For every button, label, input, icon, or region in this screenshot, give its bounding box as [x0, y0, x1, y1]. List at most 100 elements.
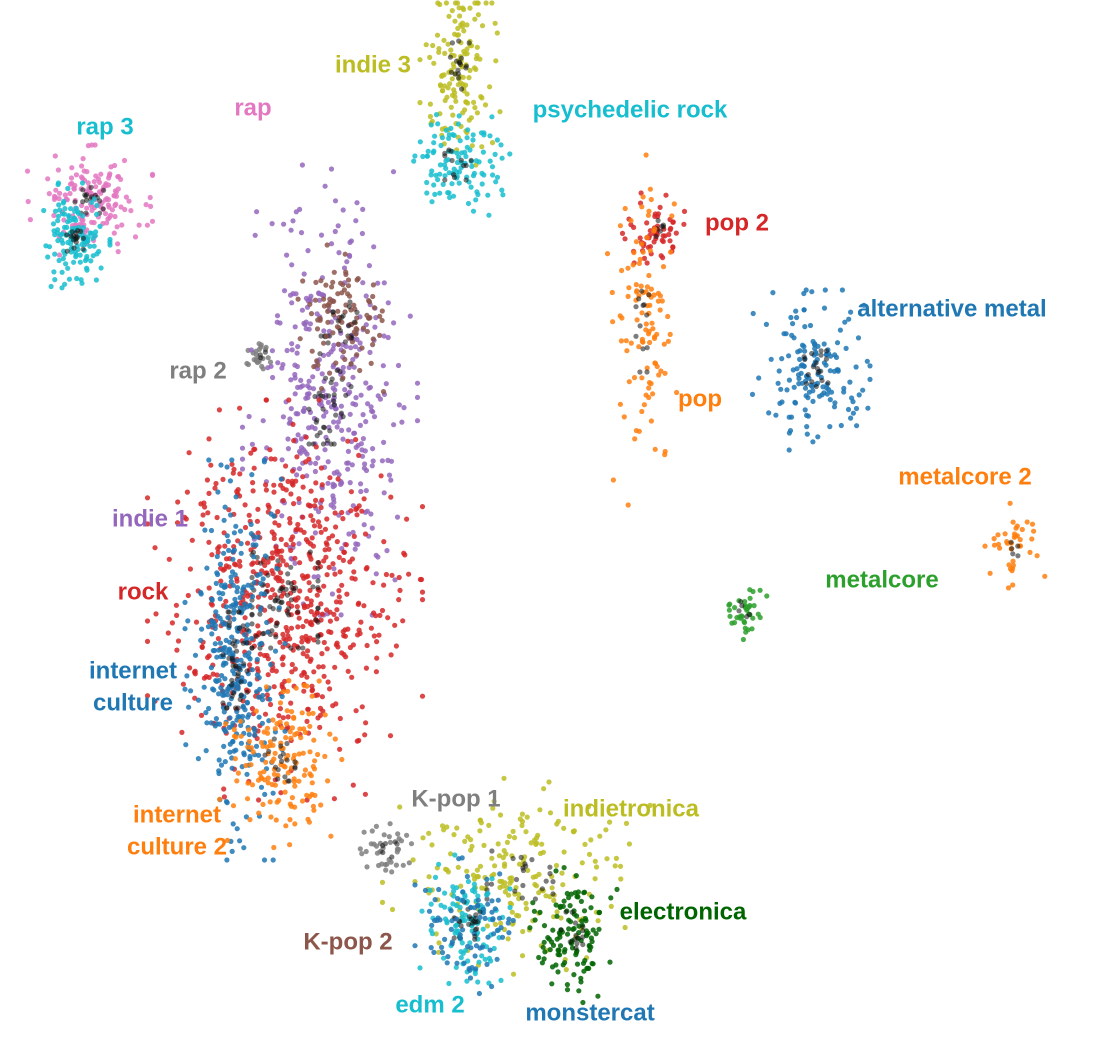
scatter-point [618, 338, 625, 344]
scatter-point [494, 956, 500, 962]
cluster-label: indie 3 [335, 51, 411, 78]
scatter-point [726, 607, 733, 613]
scatter-point [503, 851, 509, 857]
scatter-point [489, 0, 495, 6]
scatter-point [298, 527, 304, 533]
scatter-point [644, 220, 650, 226]
scatter-point [93, 229, 99, 235]
scatter-point [1007, 500, 1013, 506]
scatter-point [303, 434, 309, 440]
scatter-point [223, 728, 229, 735]
scatter-point [571, 829, 577, 835]
scatter-point-dense [313, 617, 319, 623]
scatter-point [460, 5, 466, 11]
scatter-point [377, 396, 383, 402]
scatter-point [242, 707, 248, 713]
scatter-point-dense [484, 881, 490, 887]
scatter-point [498, 925, 504, 931]
scatter-point [208, 618, 214, 624]
scatter-point [341, 549, 347, 555]
scatter-point [227, 715, 233, 721]
scatter-point [856, 392, 862, 398]
scatter-point [269, 348, 275, 354]
scatter-point [441, 955, 447, 961]
scatter-point [651, 228, 657, 234]
scatter-point [239, 466, 246, 472]
cluster-points-monstercat [412, 855, 516, 997]
scatter-point [261, 769, 267, 775]
scatter-point [288, 537, 294, 543]
scatter-point [809, 289, 815, 295]
scatter-point [559, 870, 565, 876]
scatter-point [264, 692, 270, 698]
scatter-point [523, 829, 529, 835]
scatter-point [419, 908, 425, 914]
scatter-point-dense [739, 603, 745, 609]
scatter-point [827, 397, 833, 403]
scatter-point [432, 191, 438, 197]
scatter-point [1019, 526, 1025, 533]
scatter-point [347, 559, 353, 565]
scatter-point [250, 480, 256, 486]
scatter-point [94, 251, 100, 257]
scatter-point [312, 758, 318, 764]
scatter-point-dense [644, 312, 650, 318]
scatter-point [657, 293, 664, 299]
scatter-point [298, 735, 304, 741]
scatter-point-dense [458, 55, 464, 61]
scatter-point [148, 203, 154, 209]
scatter-point-dense [474, 919, 481, 925]
scatter-point [280, 689, 286, 695]
scatter-point [231, 733, 238, 739]
scatter-point-dense [257, 645, 263, 651]
scatter-point [533, 883, 540, 889]
scatter-point [549, 981, 555, 987]
scatter-point-dense [314, 433, 320, 439]
scatter-point [209, 602, 215, 608]
scatter-point [224, 800, 230, 806]
scatter-point [845, 406, 852, 413]
scatter-point [85, 180, 91, 186]
scatter-point [796, 375, 802, 382]
scatter-point [332, 510, 338, 516]
scatter-point [507, 904, 513, 911]
scatter-point [374, 655, 380, 661]
scatter-point [427, 887, 433, 893]
scatter-point [460, 110, 466, 116]
scatter-point [122, 206, 128, 213]
scatter-point [848, 309, 854, 315]
scatter-point [311, 364, 317, 370]
scatter-point [510, 917, 516, 924]
scatter-point [419, 693, 426, 699]
scatter-point [311, 574, 317, 580]
scatter-point [246, 738, 252, 745]
scatter-point [296, 778, 302, 784]
scatter-point [223, 721, 229, 727]
scatter-point [245, 593, 251, 599]
scatter-point [239, 590, 245, 596]
scatter-point [288, 625, 295, 631]
scatter-point [867, 376, 873, 382]
scatter-point [523, 900, 529, 906]
scatter-point-dense [236, 625, 242, 632]
scatter-point [485, 934, 491, 940]
scatter-point [321, 340, 327, 346]
scatter-point [273, 544, 279, 550]
cluster-label: K-pop 1 [411, 785, 500, 812]
cluster-points-metalcore [726, 587, 770, 643]
scatter-point [364, 328, 370, 335]
scatter-point [608, 903, 614, 910]
scatter-point [489, 983, 495, 990]
scatter-point [309, 693, 315, 699]
scatter-point [333, 701, 339, 707]
scatter-point [470, 872, 476, 878]
scatter-point [265, 730, 271, 736]
scatter-point [801, 343, 807, 350]
scatter-point [340, 282, 346, 288]
scatter-point [648, 286, 655, 292]
scatter-point [750, 615, 756, 621]
scatter-point [740, 636, 747, 643]
scatter-point [323, 333, 329, 339]
scatter-point [292, 821, 298, 827]
scatter-point-dense [315, 639, 321, 645]
